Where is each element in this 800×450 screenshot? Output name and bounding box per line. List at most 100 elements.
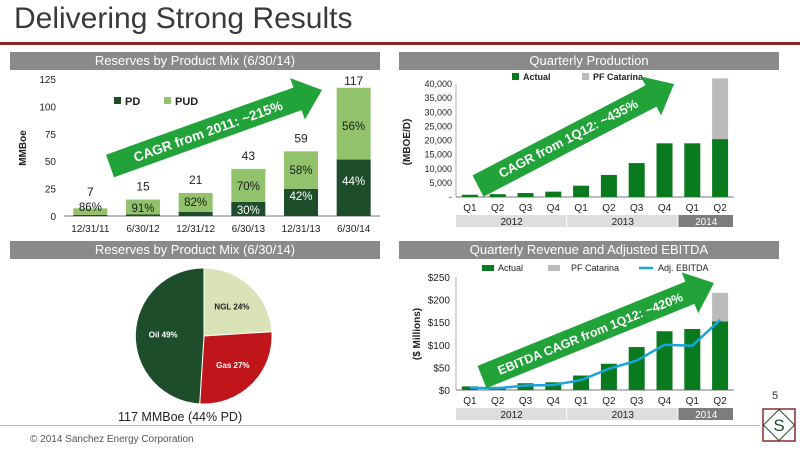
- pud-pct-label: 86%: [79, 202, 102, 214]
- y-axis-label: MMBoe: [18, 130, 29, 166]
- y-tick-label: 35,000: [424, 93, 452, 103]
- x-tick-label: Q3: [519, 203, 533, 214]
- x-tick-label: 12/31/12: [176, 224, 215, 235]
- year-label: 2012: [500, 410, 523, 421]
- x-tick-label: Q1: [574, 203, 588, 214]
- x-tick-label: Q1: [463, 203, 477, 214]
- y-tick-label: 25: [45, 185, 57, 196]
- y-axis-label: (MBOE/D): [402, 119, 413, 166]
- pud-pct-label: 58%: [289, 165, 312, 177]
- year-band: [456, 408, 567, 420]
- pud-bar: [231, 168, 266, 202]
- y-tick-label: $150: [428, 318, 451, 329]
- y-tick-label: 75: [45, 130, 57, 141]
- year-label: 2014: [695, 217, 718, 228]
- year-label: 2012: [500, 217, 523, 228]
- y-tick-label: 10,000: [424, 164, 452, 174]
- reserves-pie-header: Reserves by Product Mix (6/30/14): [10, 241, 380, 259]
- pd-bar: [336, 159, 371, 216]
- actual-bar: [489, 194, 506, 197]
- legend-actual-label: Actual: [498, 263, 523, 273]
- y-tick-label: 30,000: [424, 107, 452, 117]
- title-rule: [0, 42, 800, 45]
- pd-pct-label: 44%: [342, 176, 365, 188]
- pd-pct-label: 30%: [237, 205, 260, 217]
- actual-bar: [545, 191, 562, 197]
- production-bar-chart: - 5,000 10,000 15,000 20,000 25,000 30,000 35,0…: [402, 72, 734, 228]
- pud-pct-label: 91%: [131, 203, 154, 215]
- x-tick-label: Q3: [519, 396, 533, 407]
- pud-pct-label: 82%: [184, 197, 207, 209]
- sanchez-logo-icon: S: [762, 408, 796, 442]
- revenue-header: Quarterly Revenue and Adjusted EBITDA: [399, 241, 779, 259]
- total-label: 15: [136, 180, 150, 194]
- x-tick-label: 6/30/14: [337, 224, 371, 235]
- actual-bar: [656, 331, 673, 390]
- pud-bar: [336, 87, 371, 160]
- y-tick-label: $0: [439, 386, 451, 397]
- pud-pct-label: 70%: [237, 181, 260, 193]
- x-tick-label: Q4: [547, 203, 561, 214]
- pie-slice-gas: [199, 331, 273, 405]
- legend-pud-label: PUD: [175, 96, 198, 108]
- y-tick-label: 5,000: [429, 178, 452, 188]
- y-tick-label: $250: [428, 273, 451, 284]
- legend-actual-label: Actual: [523, 72, 551, 82]
- pd-bar: [284, 188, 318, 216]
- slide-title: Delivering Strong Results: [14, 2, 353, 35]
- actual-bar: [684, 328, 701, 390]
- pud-bar: [178, 192, 213, 212]
- pd-bar: [231, 201, 266, 216]
- year-band: [456, 215, 567, 227]
- pd-bar: [126, 214, 160, 216]
- x-tick-label: 6/30/13: [232, 224, 266, 235]
- y-tick-label: $200: [428, 296, 451, 307]
- legend-actual-swatch: [482, 265, 494, 271]
- y-tick-label: -: [449, 192, 452, 202]
- y-tick-label: 125: [39, 75, 56, 86]
- pie-label-ngl: NGL 24%: [214, 302, 249, 311]
- x-tick-label: Q3: [630, 203, 644, 214]
- year-label: 2013: [612, 410, 635, 421]
- actual-bar: [573, 185, 590, 197]
- actual-bar: [628, 347, 645, 390]
- legend-pf-swatch: [548, 265, 560, 271]
- x-tick-label: Q4: [658, 203, 672, 214]
- actual-bar: [656, 143, 673, 197]
- pie-label-oil: Oil 49%: [149, 331, 178, 340]
- x-tick-label: Q2: [491, 396, 505, 407]
- copyright-footer: © 2014 Sanchez Energy Corporation: [30, 434, 194, 445]
- y-tick-label: 100: [39, 102, 56, 113]
- x-tick-label: Q2: [491, 203, 505, 214]
- pud-bar: [73, 208, 108, 215]
- x-tick-label: Q2: [713, 203, 727, 214]
- total-label: 43: [242, 149, 256, 163]
- footer-rule: [0, 425, 760, 426]
- x-tick-label: Q1: [463, 396, 477, 407]
- actual-bar: [517, 193, 534, 197]
- x-tick-label: 12/31/11: [71, 224, 110, 235]
- year-label: 2014: [695, 410, 718, 421]
- y-tick-label: 25,000: [424, 121, 452, 131]
- year-band: [678, 408, 733, 420]
- x-tick-label: Q2: [713, 396, 727, 407]
- y-tick-label: $100: [428, 341, 451, 352]
- actual-bar: [684, 143, 701, 197]
- x-tick-label: 12/31/13: [282, 224, 321, 235]
- x-tick-label: Q3: [630, 396, 644, 407]
- legend-actual-swatch: [512, 73, 519, 80]
- reserves-bar-header: Reserves by Product Mix (6/30/14): [10, 52, 380, 70]
- y-axis-label: ($ Millions): [412, 308, 423, 360]
- year-label: 2013: [612, 217, 635, 228]
- production-cagr-text: CAGR from 1Q12: ~435%: [496, 96, 641, 181]
- cagr-annotation-arrow: [106, 78, 322, 178]
- x-tick-label: Q4: [547, 396, 561, 407]
- pd-bar: [73, 214, 108, 216]
- actual-bar: [628, 163, 645, 197]
- y-tick-label: 50: [45, 157, 57, 168]
- x-tick-label: Q1: [686, 396, 700, 407]
- pie-caption: 117 MMBoe (44% PD): [118, 410, 243, 424]
- actual-bar: [712, 139, 729, 197]
- legend-ebitda-label: Adj. EBITDA: [658, 263, 709, 273]
- pie-slice-ngl: [203, 267, 273, 337]
